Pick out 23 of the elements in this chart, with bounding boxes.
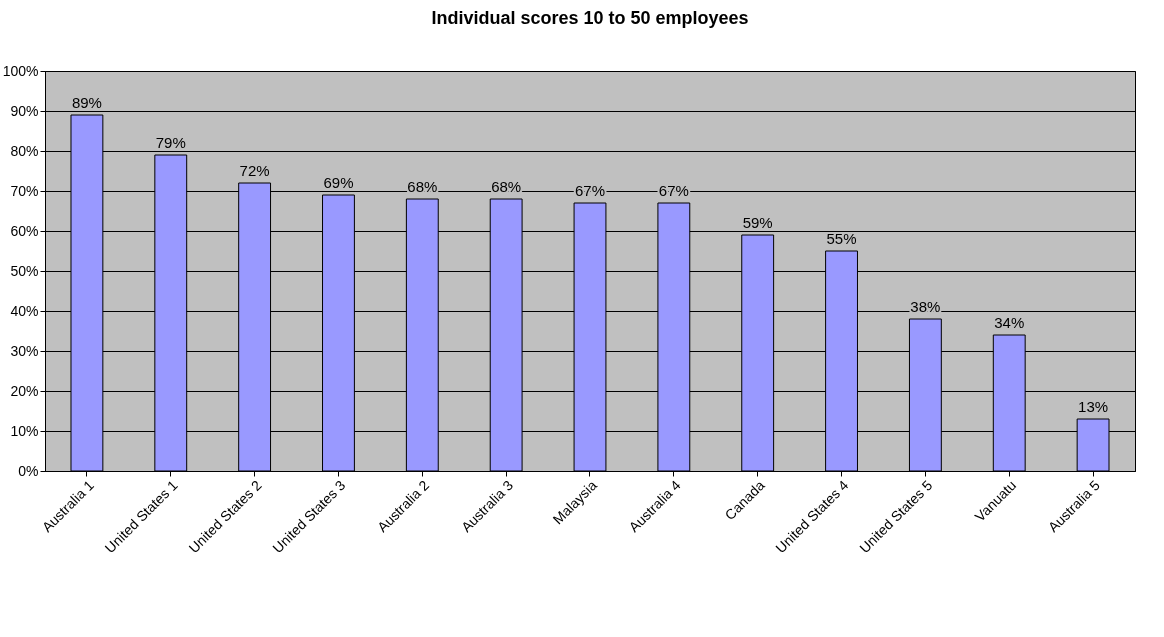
data-label: 13% (1078, 398, 1109, 415)
data-label: 69% (323, 174, 354, 191)
data-label: 68% (491, 178, 522, 195)
y-tick-label: 20% (10, 382, 39, 399)
data-label: 79% (155, 134, 186, 151)
y-tick-label: 90% (10, 102, 39, 119)
data-label: 34% (994, 314, 1025, 331)
y-tick-label: 60% (10, 222, 39, 239)
y-tick-label: 50% (10, 262, 39, 279)
y-tick-label: 100% (2, 62, 39, 79)
data-label: 55% (826, 230, 857, 247)
y-tick-label: 70% (10, 182, 39, 199)
data-label: 89% (71, 94, 102, 111)
data-label: 68% (407, 178, 438, 195)
chart-title: Individual scores 10 to 50 employees (431, 8, 749, 28)
data-label: 38% (910, 298, 941, 315)
y-tick-label: 40% (10, 302, 39, 319)
y-tick-label: 80% (10, 142, 39, 159)
data-label: 72% (239, 162, 270, 179)
y-tick-label: 10% (10, 422, 39, 439)
data-label: 59% (742, 214, 773, 231)
y-tick-label: 0% (18, 462, 39, 479)
y-tick-label: 30% (10, 342, 39, 359)
